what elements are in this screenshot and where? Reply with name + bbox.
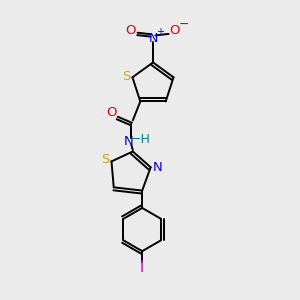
Text: S: S bbox=[101, 153, 109, 167]
Text: −: − bbox=[178, 17, 189, 31]
Text: O: O bbox=[106, 106, 117, 119]
Text: S: S bbox=[122, 70, 130, 83]
Text: O: O bbox=[125, 23, 136, 37]
Text: N: N bbox=[152, 161, 162, 174]
Text: N: N bbox=[148, 32, 158, 45]
Text: −H: −H bbox=[130, 134, 150, 146]
Text: +: + bbox=[156, 27, 164, 38]
Text: I: I bbox=[140, 260, 144, 274]
Text: N: N bbox=[124, 135, 134, 148]
Text: O: O bbox=[169, 23, 180, 37]
